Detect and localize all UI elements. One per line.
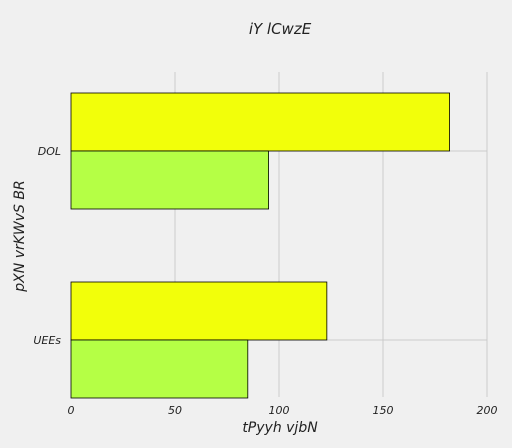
chart-title: iY lCwzE <box>249 20 312 38</box>
y-axis-label: pXN vrKWvS BR <box>12 180 28 292</box>
y-tick-label-dol: DOL <box>38 145 61 158</box>
bar-dol-series-1 <box>70 92 450 152</box>
x-tick-label-1: 50 <box>168 404 182 417</box>
y-tick-label-uees: UEEs <box>33 334 61 347</box>
x-tick-label-3: 150 <box>373 404 394 417</box>
x-tick-label-0: 0 <box>68 404 75 417</box>
bar-layer <box>70 92 450 399</box>
bar-dol-series-2 <box>70 150 270 210</box>
x-tick-label-4: 200 <box>477 404 498 417</box>
x-tick-label-2: 100 <box>269 404 290 417</box>
x-axis-label: tPyyh vjbN <box>242 420 318 436</box>
bar-uees-series-1 <box>70 281 328 341</box>
bar-uees-series-2 <box>70 339 249 399</box>
tick-layer: 0 50 100 150 200 DOL UEEs <box>33 145 497 417</box>
